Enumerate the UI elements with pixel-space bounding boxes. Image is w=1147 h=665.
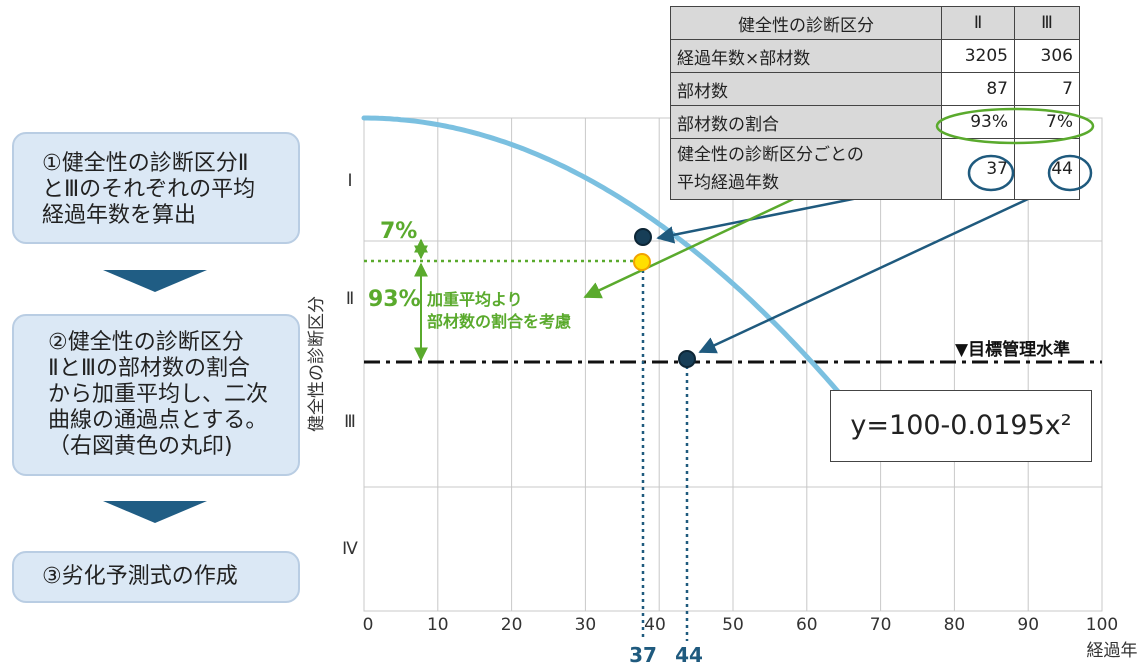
table-row-label: 経過年数×部材数: [670, 39, 942, 73]
table-cell: 93%: [941, 105, 1015, 139]
table-header-row: 健全性の診断区分 Ⅱ Ⅲ: [670, 6, 1080, 40]
step-1-box: ①健全性の診断区分Ⅱ とⅢのそれぞれの平均 経過年数を算出: [12, 132, 300, 244]
table-header-col3: Ⅲ: [1014, 6, 1080, 40]
x-tick-80: 80: [944, 615, 966, 635]
table-header-col2: Ⅱ: [941, 6, 1015, 40]
band-label-3: Ⅲ: [344, 412, 356, 432]
arrow-to-point-44: [698, 183, 1059, 354]
x-tick-20: 20: [501, 615, 523, 635]
point-37: [634, 228, 652, 246]
table-row: 部材数 87 7: [670, 72, 1080, 106]
table-header-label: 健全性の診断区分: [670, 6, 942, 40]
step-2-box: ②健全性の診断区分 ⅡとⅢの部材数の割合 から加重平均し、二次 曲線の通過点とす…: [12, 314, 300, 476]
step-arrow-2: [103, 501, 207, 523]
table-cell: 37: [941, 138, 1015, 200]
table-row-label-line2: 平均経過年数: [677, 173, 779, 193]
target-level-label: ▼目標管理水準: [955, 339, 1070, 360]
step-arrow-1: [103, 270, 207, 292]
condition-table: 健全性の診断区分 Ⅱ Ⅲ 経過年数×部材数 3205 306 部材数 87 7 …: [670, 6, 1080, 200]
equation-box: y=100-0.0195x²: [830, 390, 1092, 462]
table-cell: 3205: [941, 39, 1015, 73]
table-row-label-cell: 健全性の診断区分ごとの 平均経過年数: [670, 138, 942, 200]
table-row: 健全性の診断区分ごとの 平均経過年数 37 44: [670, 138, 1080, 200]
table-cell: 44: [1014, 138, 1080, 200]
x-tick-10: 10: [427, 615, 449, 635]
x-tick-30: 30: [575, 615, 597, 635]
step-3-box: ③劣化予測式の作成: [12, 551, 300, 603]
table-row-label-line1: 健全性の診断区分ごとの: [677, 145, 864, 165]
pct-small-label: 7%: [380, 219, 417, 244]
table-cell: 7: [1014, 72, 1080, 106]
band-label-4: Ⅳ: [342, 539, 358, 559]
table-cell: 7%: [1014, 105, 1080, 139]
step-2-text: ②健全性の診断区分 ⅡとⅢの部材数の割合 から加重平均し、二次 曲線の通過点とす…: [48, 330, 269, 459]
y-axis-label: 健全性の診断区分: [307, 296, 327, 432]
point-44: [678, 350, 696, 368]
table-row: 部材数の割合 93% 7%: [670, 105, 1080, 139]
step-3-text: ③劣化予測式の作成: [42, 564, 238, 589]
x-tick-90: 90: [1017, 615, 1039, 635]
table-row: 経過年数×部材数 3205 306: [670, 39, 1080, 73]
table-cell: 306: [1014, 39, 1080, 73]
x-tick-70: 70: [870, 615, 892, 635]
x-tick-0: 0: [363, 615, 374, 635]
x-axis-label: 経過年: [1087, 641, 1138, 661]
step-1-text: ①健全性の診断区分Ⅱ とⅢのそれぞれの平均 経過年数を算出: [42, 151, 256, 228]
deterioration-curve: [361, 115, 891, 455]
weighted-note-line2: 部材数の割合を考慮: [427, 312, 571, 331]
band-label-1: Ⅰ: [347, 171, 352, 191]
table-row-label: 部材数: [670, 72, 942, 106]
x-tick-60: 60: [796, 615, 818, 635]
band-label-2: Ⅱ: [346, 289, 354, 309]
x-tick-40: 40: [644, 615, 666, 635]
marker-37-label: 37: [629, 643, 657, 665]
x-tick-100: 100: [1086, 615, 1118, 635]
equation-text: y=100-0.0195x²: [850, 410, 1072, 441]
table-row-label: 部材数の割合: [670, 105, 942, 139]
pct-large-label: 93%: [368, 287, 421, 312]
table-cell: 87: [941, 72, 1015, 106]
point-weighted: [633, 253, 651, 271]
plot-grid: [363, 117, 1103, 612]
x-tick-50: 50: [722, 615, 744, 635]
marker-44-label: 44: [675, 643, 703, 665]
weighted-note-line1: 加重平均より: [426, 290, 523, 309]
